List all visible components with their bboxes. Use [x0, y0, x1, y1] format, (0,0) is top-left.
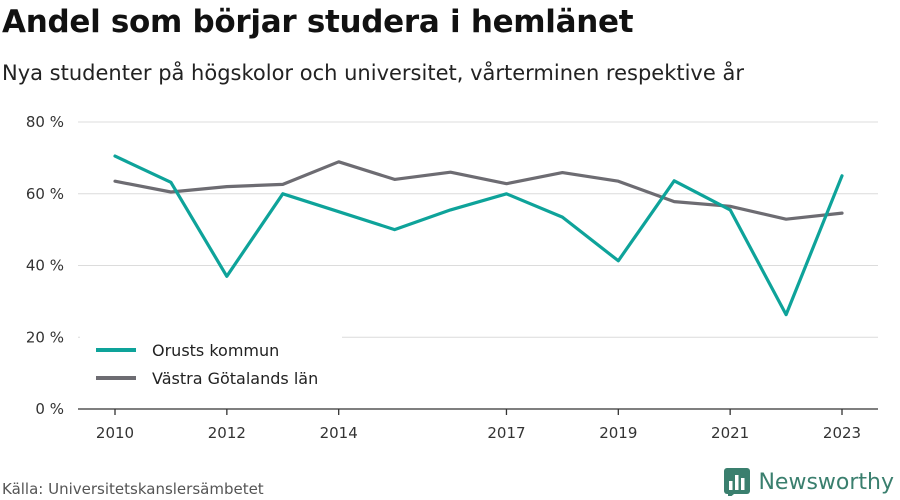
chart-title: Andel som börjar studera i hemlänet: [2, 4, 634, 40]
x-axis: 2010 2012 2014 2017 2019 2021 2023: [78, 408, 878, 442]
x-tick-label: 2017: [487, 424, 525, 442]
y-tick-label: 80 %: [26, 113, 64, 131]
brand-name: Newsworthy: [758, 469, 894, 495]
legend-background: [80, 336, 342, 400]
source-note: Källa: Universitetskanslersämbetet: [2, 480, 264, 498]
x-tick-label: 2012: [208, 424, 246, 442]
chart-subtitle: Nya studenter på högskolor och universit…: [2, 61, 744, 85]
y-tick-label: 60 %: [26, 185, 64, 203]
y-tick-label: 20 %: [26, 328, 64, 346]
x-tick-label: 2014: [320, 424, 358, 442]
line-chart: 0 % 20 % 40 % 60 % 80 % 2010 2012 2014 2017 2019…: [26, 113, 878, 442]
legend-label: Orusts kommun: [152, 341, 279, 360]
x-tick-label: 2010: [96, 424, 134, 442]
x-tick-label: 2023: [823, 424, 861, 442]
series-line-1: [113, 160, 844, 221]
y-tick-label: 0 %: [35, 400, 64, 418]
series-lines: [113, 154, 844, 317]
bar-chart-logo-icon: [724, 468, 751, 496]
series-line-0: [113, 154, 844, 317]
legend-label: Västra Götalands län: [152, 369, 318, 388]
y-axis-ticks: 0 % 20 % 40 % 60 % 80 %: [26, 113, 64, 418]
x-tick-label: 2019: [599, 424, 637, 442]
y-tick-label: 40 %: [26, 257, 64, 275]
brand-logo: Newsworthy: [724, 468, 894, 496]
legend: Orusts kommun Västra Götalands län: [80, 336, 342, 400]
x-tick-label: 2021: [711, 424, 749, 442]
